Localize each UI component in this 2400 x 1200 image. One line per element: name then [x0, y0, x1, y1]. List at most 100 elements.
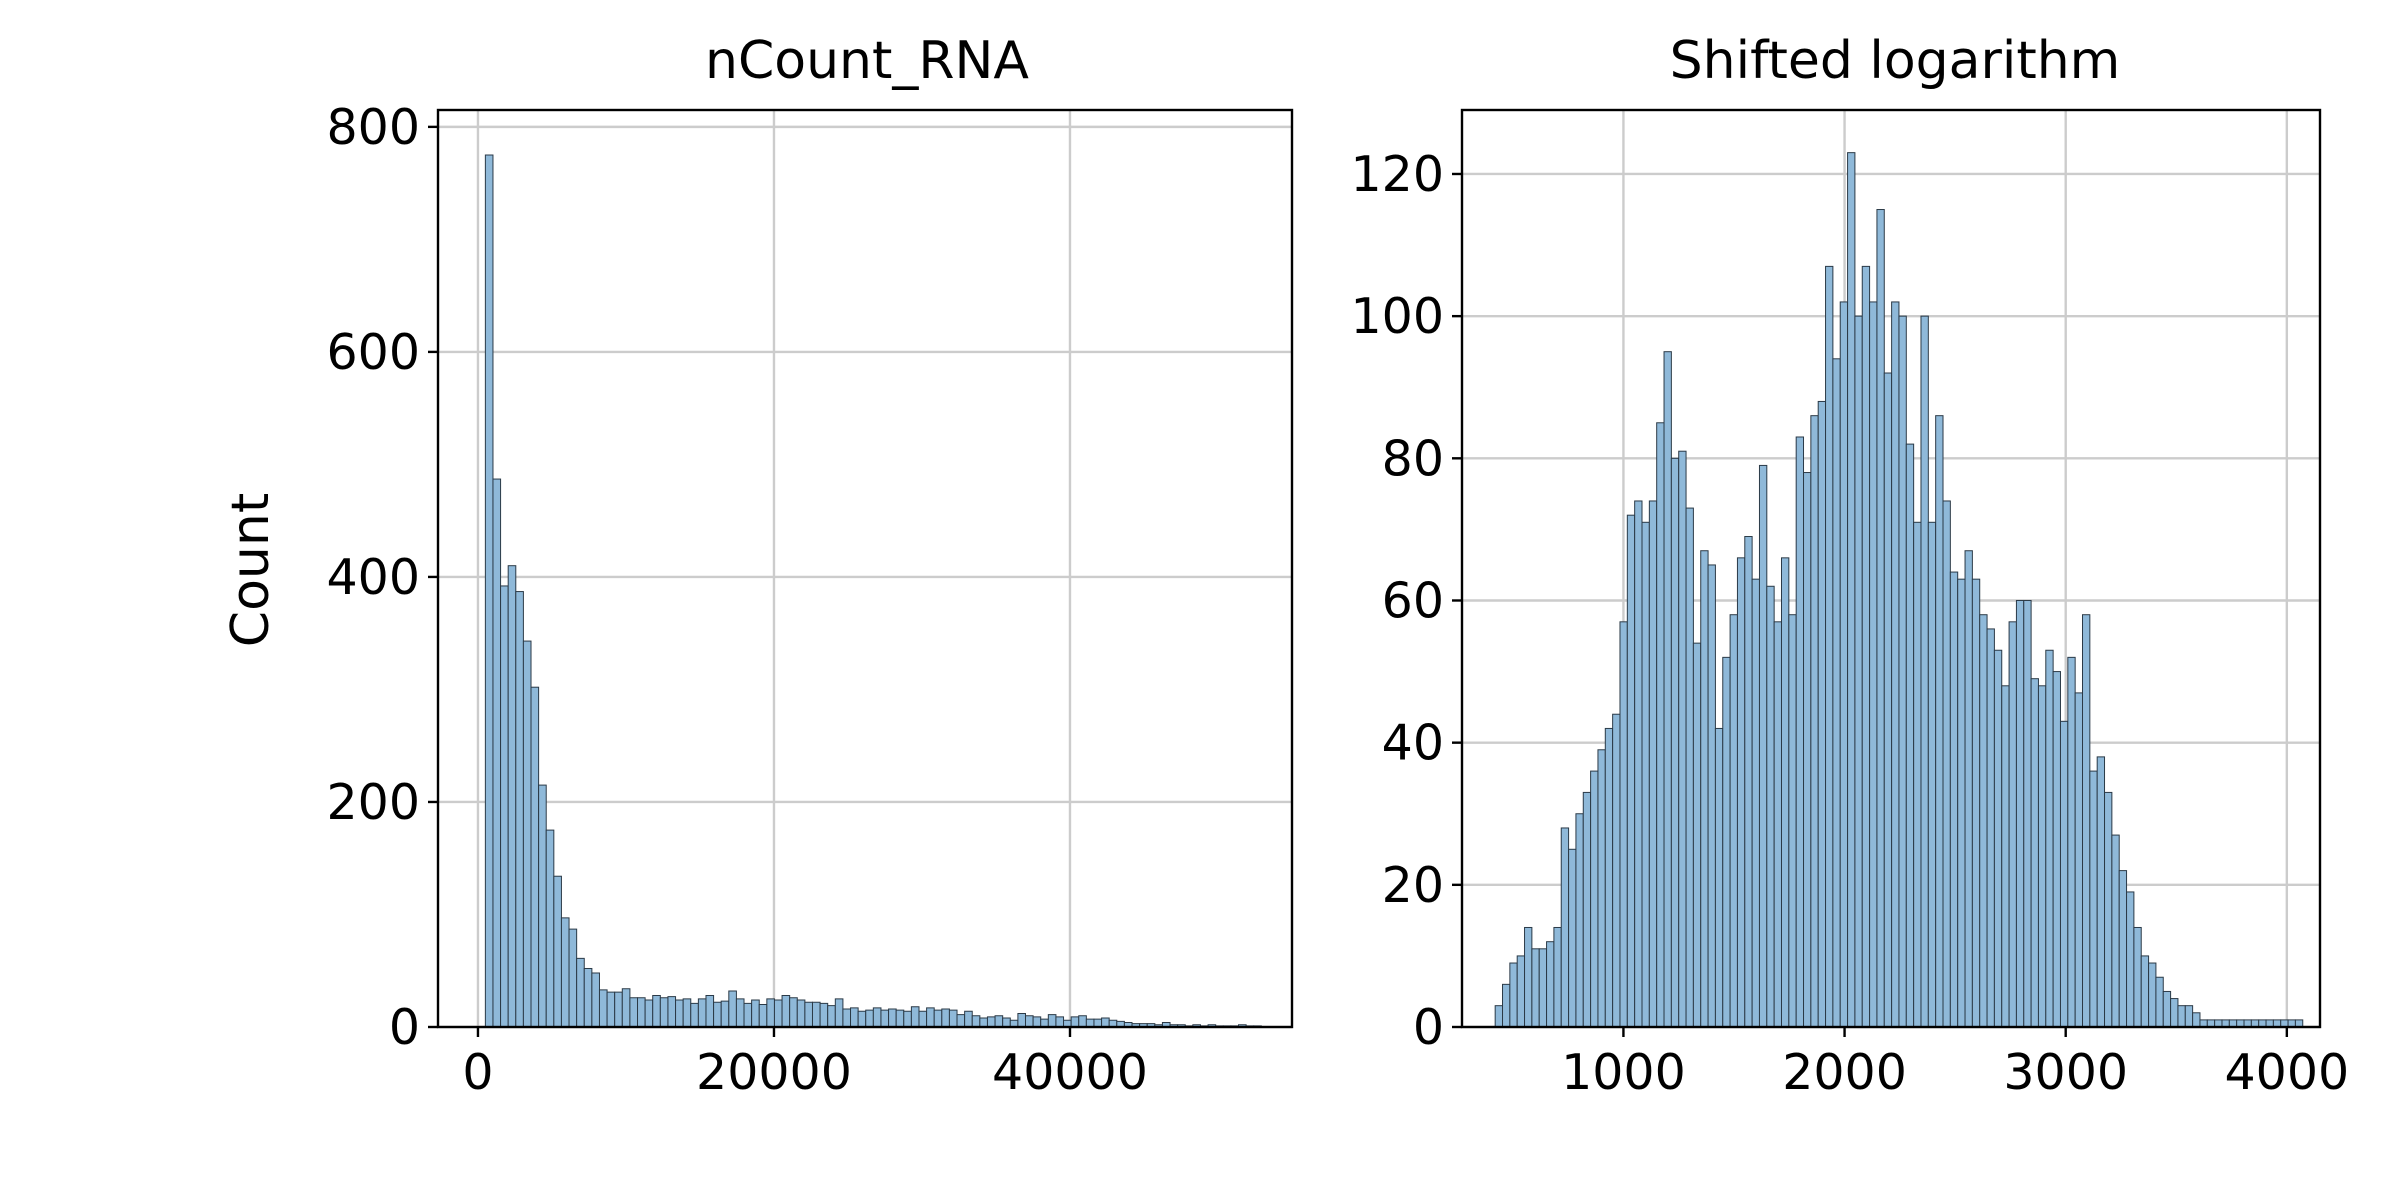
histogram-bar — [2037, 685, 2047, 1028]
histogram-bar — [560, 917, 570, 1028]
histogram-bar — [1839, 301, 1849, 1028]
histogram-bar — [598, 989, 608, 1028]
histogram-bar — [675, 999, 684, 1028]
histogram-bar — [1847, 152, 1856, 1028]
histogram-bar — [2192, 1012, 2201, 1028]
histogram-bar — [743, 1002, 753, 1028]
histogram-bar — [819, 1002, 829, 1028]
histogram-bar — [538, 784, 547, 1028]
y-tick-label: 800 — [326, 99, 420, 156]
histogram-bar — [758, 1003, 768, 1028]
x-tick-label: 0 — [462, 1044, 493, 1101]
histogram-bar — [751, 999, 760, 1028]
histogram-bar — [1055, 1016, 1065, 1028]
chart-title: nCount_RNA — [705, 31, 1029, 91]
histogram-bar — [1568, 848, 1577, 1028]
histogram-bar — [1648, 500, 1658, 1028]
histogram-bar — [1788, 614, 1797, 1028]
histogram-bar — [895, 1009, 905, 1028]
histogram-bar — [781, 994, 791, 1028]
axis-ticks: 1000 2000 3000 4000 0 20 40 60 80 100 120 — [1350, 146, 2349, 1101]
histogram-bar — [1546, 941, 1555, 1028]
histogram-bar — [1024, 1015, 1034, 1028]
histogram-bar — [515, 591, 524, 1028]
histogram-bar — [1078, 1015, 1087, 1028]
histogram-bar — [2184, 1005, 2194, 1028]
histogram-bar — [2126, 891, 2135, 1028]
histogram-bar — [842, 1008, 852, 1028]
histogram-bar — [1700, 550, 1709, 1028]
histogram-bar — [1780, 557, 1790, 1028]
histogram-bar — [667, 996, 677, 1028]
histogram-bar — [1891, 301, 1900, 1028]
histogram-bar — [789, 997, 798, 1028]
histogram-bar — [1971, 578, 1981, 1028]
histogram-bar — [735, 998, 745, 1028]
histogram-bar — [1612, 713, 1621, 1028]
histogram-bar — [522, 640, 532, 1028]
histogram-bar — [1751, 578, 1760, 1028]
histogram-bar — [697, 998, 707, 1028]
histogram-bar — [857, 1010, 867, 1028]
histogram-bar — [591, 972, 600, 1028]
histogram-bar — [2140, 955, 2150, 1028]
histogram-bar — [1979, 614, 1988, 1028]
histogram-bar — [1869, 301, 1878, 1028]
histogram-bar — [964, 1010, 973, 1028]
histogram-bar — [1509, 962, 1518, 1028]
histogram-bar — [1744, 536, 1753, 1028]
histogram-bar — [682, 998, 692, 1028]
histogram-bar — [1817, 400, 1827, 1028]
histogram-bar — [690, 1002, 699, 1028]
histogram-bar — [1729, 614, 1738, 1028]
histogram-bar — [2118, 870, 2128, 1028]
y-tick-label: 0 — [1413, 999, 1444, 1056]
histogram-panel-shifted-logarithm: Shifted logarithm 1000 2000 3000 4000 0 20 40 6… — [1350, 31, 2349, 1101]
histogram-bar — [1942, 500, 1951, 1028]
x-tick-label: 20000 — [696, 1044, 852, 1101]
histogram-bar — [492, 478, 502, 1028]
y-axis-label: Count — [221, 493, 281, 647]
histogram-bar — [1876, 209, 1885, 1028]
histogram-bar — [948, 1009, 958, 1028]
histogram-bar — [1825, 265, 1834, 1028]
chart-title: Shifted logarithm — [1670, 31, 2121, 91]
histogram-bar — [1949, 571, 1959, 1028]
histogram-bar — [1670, 457, 1680, 1028]
histogram-bar — [1736, 557, 1746, 1028]
histogram-bar — [720, 1000, 730, 1028]
y-tick-label: 600 — [326, 324, 420, 381]
histogram-bar — [1597, 749, 1606, 1028]
x-tick-label: 40000 — [992, 1044, 1148, 1101]
y-tick-label: 100 — [1350, 288, 1444, 345]
histogram-bar — [1773, 621, 1782, 1028]
histogram-bar — [2045, 649, 2054, 1028]
histogram-bar — [2104, 791, 2113, 1028]
histogram-bars — [1494, 152, 2304, 1028]
histogram-bar — [2096, 756, 2106, 1028]
x-tick-label: 1000 — [1561, 1044, 1686, 1101]
y-tick-label: 40 — [1382, 715, 1444, 772]
histogram-bar — [728, 990, 737, 1028]
histogram-bar — [644, 999, 654, 1028]
histogram-bar — [1101, 1017, 1110, 1028]
histogram-bar — [903, 1010, 912, 1028]
histogram-bar — [1663, 351, 1672, 1028]
histogram-bar — [2089, 770, 2098, 1028]
histogram-bar — [1502, 983, 1511, 1028]
x-tick-label: 4000 — [2224, 1044, 2349, 1101]
histogram-bar — [1964, 550, 1973, 1028]
histogram-bar — [2008, 621, 2017, 1028]
histogram-bar — [1832, 358, 1841, 1028]
x-tick-label: 2000 — [1782, 1044, 1907, 1101]
histogram-bar — [1553, 926, 1562, 1028]
histogram-bar — [2170, 998, 2179, 1028]
histogram-bar — [1795, 436, 1805, 1028]
histogram-bar — [888, 1008, 897, 1028]
histogram-bar — [1898, 315, 1907, 1028]
y-tick-label: 20 — [1382, 857, 1444, 914]
histogram-bar — [1766, 585, 1775, 1028]
histogram-bar — [1582, 791, 1592, 1028]
histogram-bar — [2059, 720, 2069, 1028]
